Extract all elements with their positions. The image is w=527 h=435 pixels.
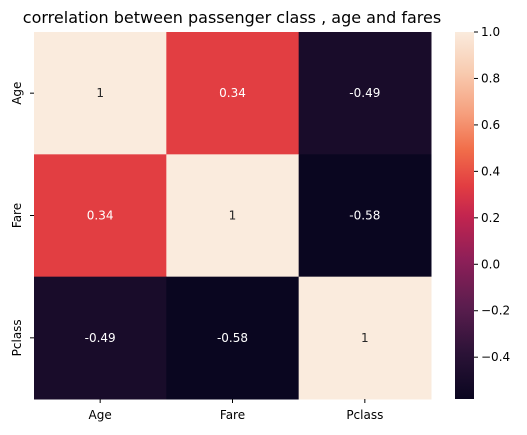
colorbar: 1.0 0.8 0.6 0.4 0.2 0.0 −0.2 −0.4 xyxy=(455,25,510,399)
colorbar-tick-label: −0.2 xyxy=(481,304,510,318)
colorbar-tick-label: 1.0 xyxy=(481,25,500,39)
y-axis: Age Fare Pclass xyxy=(10,82,34,356)
chart-title: correlation between passenger class , ag… xyxy=(23,8,441,27)
x-tick-label: Fare xyxy=(220,408,245,422)
heatmap-cell xyxy=(34,32,167,155)
y-tick-label: Age xyxy=(10,82,24,105)
cell-label: 1 xyxy=(229,209,237,223)
cell-label: -0.58 xyxy=(217,331,248,345)
cell-label: 1 xyxy=(361,331,369,345)
colorbar-gradient xyxy=(455,32,474,399)
heatmap-cell xyxy=(34,276,167,400)
cell-label: -0.49 xyxy=(349,86,380,100)
x-tick-label: Age xyxy=(89,408,112,422)
cell-label: 1 xyxy=(96,86,104,100)
y-tick-label: Fare xyxy=(10,203,24,228)
heatmap-cell xyxy=(34,154,167,278)
colorbar-tick-label: −0.4 xyxy=(481,350,510,364)
x-axis: Age Fare Pclass xyxy=(89,399,383,422)
cell-label: 0.34 xyxy=(87,209,114,223)
colorbar-tick-label: 0.0 xyxy=(481,257,500,271)
heatmap-cell xyxy=(298,32,432,155)
colorbar-tick-label: 0.2 xyxy=(481,211,500,225)
heatmap-cell xyxy=(166,276,300,400)
cell-label: -0.49 xyxy=(85,331,116,345)
colorbar-tick-label: 0.6 xyxy=(481,118,500,132)
cell-label: -0.58 xyxy=(349,209,380,223)
cell-label: 0.34 xyxy=(219,86,246,100)
y-tick-label: Pclass xyxy=(10,319,24,356)
heatmap-cells: 1 0.34 -0.49 0.34 1 -0.58 -0.49 -0.58 1 xyxy=(34,32,432,400)
heatmap-cell xyxy=(166,32,300,155)
colorbar-tick-label: 0.4 xyxy=(481,164,500,178)
heatmap-cell xyxy=(298,276,432,400)
x-tick-label: Pclass xyxy=(346,408,383,422)
heatmap-cell xyxy=(166,154,300,278)
colorbar-tick-label: 0.8 xyxy=(481,71,500,85)
heatmap-cell xyxy=(298,154,432,278)
